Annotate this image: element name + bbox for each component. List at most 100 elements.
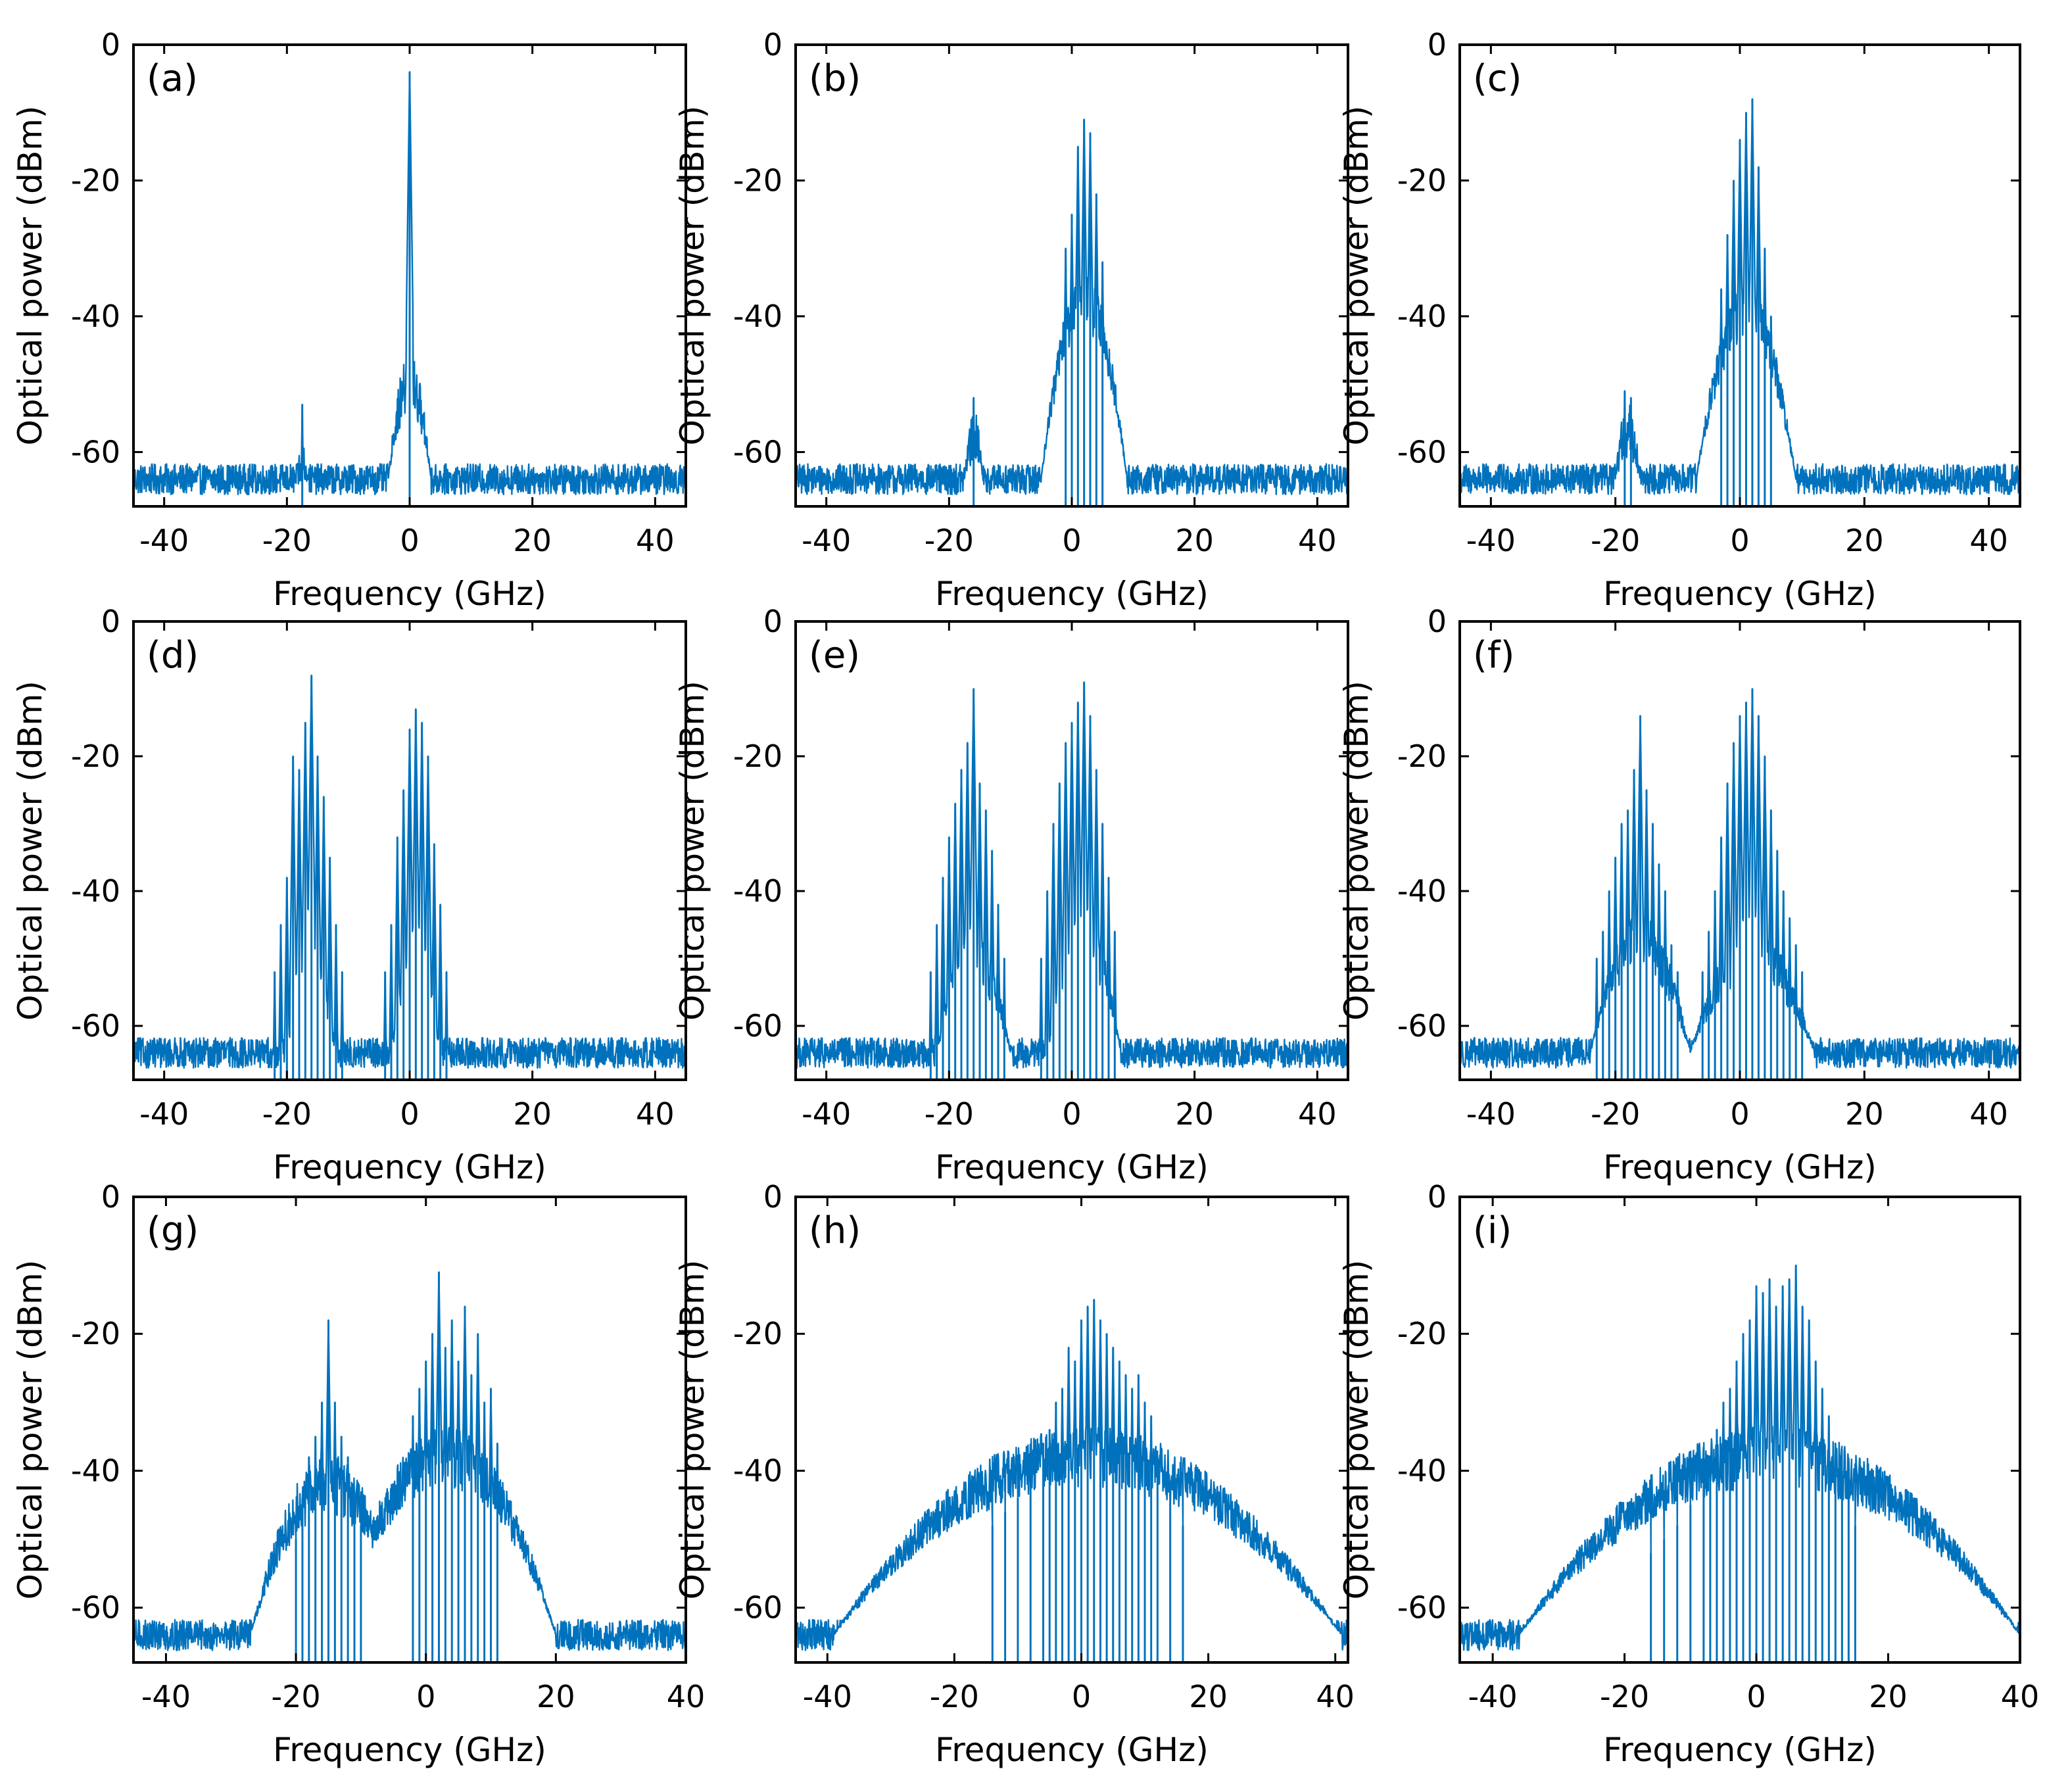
y-axis-label: Optical power (dBm) <box>673 681 711 1021</box>
y-tick-label: -40 <box>733 873 782 909</box>
panel-e: -40 -20 0 20 40 0 -20 -40 -60 Frequency (GHz) Opti… <box>673 604 1349 1186</box>
y-tick-label: -40 <box>71 1453 120 1488</box>
y-tick-label: -20 <box>1397 162 1447 198</box>
y-tick-label: -60 <box>71 434 120 470</box>
panel-h: -40 -20 0 20 40 0 -20 -40 -60 Frequency (GHz) Opti… <box>673 1179 1355 1769</box>
y-tick-label: 0 <box>1428 27 1447 62</box>
x-tick-label: 40 <box>636 1096 675 1132</box>
y-tick-label: -60 <box>1397 1590 1447 1626</box>
x-tick-label: -40 <box>802 1096 851 1132</box>
panel-g: -40 -20 0 20 40 0 -20 -40 -60 Frequency (GHz) Opti… <box>11 1179 705 1769</box>
x-tick-label: -20 <box>271 1679 320 1714</box>
y-tick-label: -20 <box>733 162 782 198</box>
x-tick-label: 20 <box>1845 523 1884 558</box>
x-tick-label: 0 <box>400 523 419 558</box>
x-tick-label: 20 <box>537 1679 575 1714</box>
y-tick-label: -20 <box>71 739 120 774</box>
x-tick-label: 40 <box>2001 1679 2040 1714</box>
y-tick-label: -20 <box>1397 1316 1447 1351</box>
y-tick-label: 0 <box>763 27 782 62</box>
y-tick-label: 0 <box>101 27 120 62</box>
y-tick-label: 0 <box>763 1179 782 1215</box>
x-tick-label: 40 <box>1316 1679 1355 1714</box>
x-tick-label: 20 <box>513 1096 552 1132</box>
panel-label: (a) <box>147 57 198 100</box>
y-tick-label: -20 <box>733 1316 782 1351</box>
y-tick-label: -60 <box>71 1008 120 1044</box>
x-tick-label: 0 <box>416 1679 435 1714</box>
x-tick-label: 0 <box>1072 1679 1091 1714</box>
y-tick-label: 0 <box>1428 1179 1447 1215</box>
y-axis-label: Optical power (dBm) <box>673 106 711 446</box>
panel-f: -40 -20 0 20 40 0 -20 -40 -60 Frequency (GHz) Opti… <box>1337 604 2021 1186</box>
y-axis-label: Optical power (dBm) <box>11 681 49 1021</box>
x-tick-label: 20 <box>1869 1679 1908 1714</box>
y-tick-label: -40 <box>733 299 782 334</box>
panel-d: -40 -20 0 20 40 0 -20 -40 -60 Frequency (GHz) Opti… <box>11 604 687 1186</box>
x-tick-label: 20 <box>513 523 552 558</box>
panel-label: (d) <box>147 634 199 677</box>
spectrum-trace <box>133 674 686 1069</box>
x-tick-label: 40 <box>636 523 675 558</box>
y-tick-label: 0 <box>101 604 120 639</box>
y-tick-label: -20 <box>71 162 120 198</box>
y-axis-label: Optical power (dBm) <box>11 1260 49 1600</box>
y-axis-label: Optical power (dBm) <box>1337 1260 1376 1600</box>
panel-c: -40 -20 0 20 40 0 -20 -40 -60 Frequency (GHz) Opti… <box>1337 27 2021 613</box>
spectrum-trace <box>1460 1264 2020 1651</box>
x-tick-label: 40 <box>1969 523 2008 558</box>
y-axis-label: Optical power (dBm) <box>1337 106 1376 446</box>
spectrum-trace <box>796 1299 1348 1651</box>
y-tick-label: -40 <box>1397 873 1447 909</box>
x-tick-label: 20 <box>1175 523 1214 558</box>
x-tick-label: -40 <box>141 1679 191 1714</box>
panel-i: -40 -20 0 20 40 0 -20 -40 -60 Frequency (GHz) Opti… <box>1337 1179 2039 1769</box>
y-tick-label: 0 <box>763 604 782 639</box>
y-tick-label: -40 <box>1397 1453 1447 1488</box>
panel-b: -40 -20 0 20 40 0 -20 -40 -60 Frequency (GHz) Opti… <box>673 27 1349 613</box>
y-tick-label: -60 <box>71 1590 120 1626</box>
x-tick-label: 0 <box>1062 523 1081 558</box>
axes-frame <box>1458 1196 2021 1664</box>
x-tick-label: -40 <box>1466 523 1516 558</box>
x-tick-label: -40 <box>803 1679 852 1714</box>
x-axis-label: Frequency (GHz) <box>1603 1148 1877 1186</box>
panel-label: (i) <box>1473 1209 1512 1252</box>
y-tick-label: 0 <box>1428 604 1447 639</box>
x-tick-label: -20 <box>925 1096 974 1132</box>
x-tick-label: 0 <box>1062 1096 1081 1132</box>
panel-label: (f) <box>1473 634 1514 677</box>
x-axis-label: Frequency (GHz) <box>273 575 546 613</box>
spectrum-trace <box>1460 98 2020 496</box>
y-tick-label: -20 <box>1397 739 1447 774</box>
axes-frame <box>794 1196 1349 1664</box>
x-axis-label: Frequency (GHz) <box>935 575 1209 613</box>
spectrum-trace <box>796 681 1348 1069</box>
x-axis-label: Frequency (GHz) <box>273 1148 546 1186</box>
y-tick-label: 0 <box>101 1179 120 1215</box>
y-axis-label: Optical power (dBm) <box>11 106 49 446</box>
x-axis-label: Frequency (GHz) <box>1603 575 1877 613</box>
x-tick-label: 40 <box>1969 1096 2008 1132</box>
panel-label: (h) <box>809 1209 861 1252</box>
x-axis-label: Frequency (GHz) <box>273 1731 546 1769</box>
y-tick-label: -60 <box>733 1008 782 1044</box>
y-tick-label: -40 <box>71 873 120 909</box>
x-axis-label: Frequency (GHz) <box>1603 1731 1877 1769</box>
x-axis-label: Frequency (GHz) <box>935 1731 1209 1769</box>
x-tick-label: -40 <box>1466 1096 1516 1132</box>
x-tick-label: 20 <box>1175 1096 1214 1132</box>
panel-label: (e) <box>809 634 860 677</box>
x-tick-label: -40 <box>1468 1679 1518 1714</box>
x-tick-label: -20 <box>1591 1096 1640 1132</box>
spectrum-trace <box>133 1271 686 1651</box>
axes-frame <box>132 1196 687 1664</box>
x-tick-label: 0 <box>1730 1096 1749 1132</box>
y-tick-label: -40 <box>1397 299 1447 334</box>
x-tick-label: 40 <box>667 1679 706 1714</box>
y-tick-label: -40 <box>733 1453 782 1488</box>
x-tick-label: -20 <box>930 1679 979 1714</box>
x-tick-label: -20 <box>1600 1679 1649 1714</box>
x-tick-label: -40 <box>139 1096 189 1132</box>
